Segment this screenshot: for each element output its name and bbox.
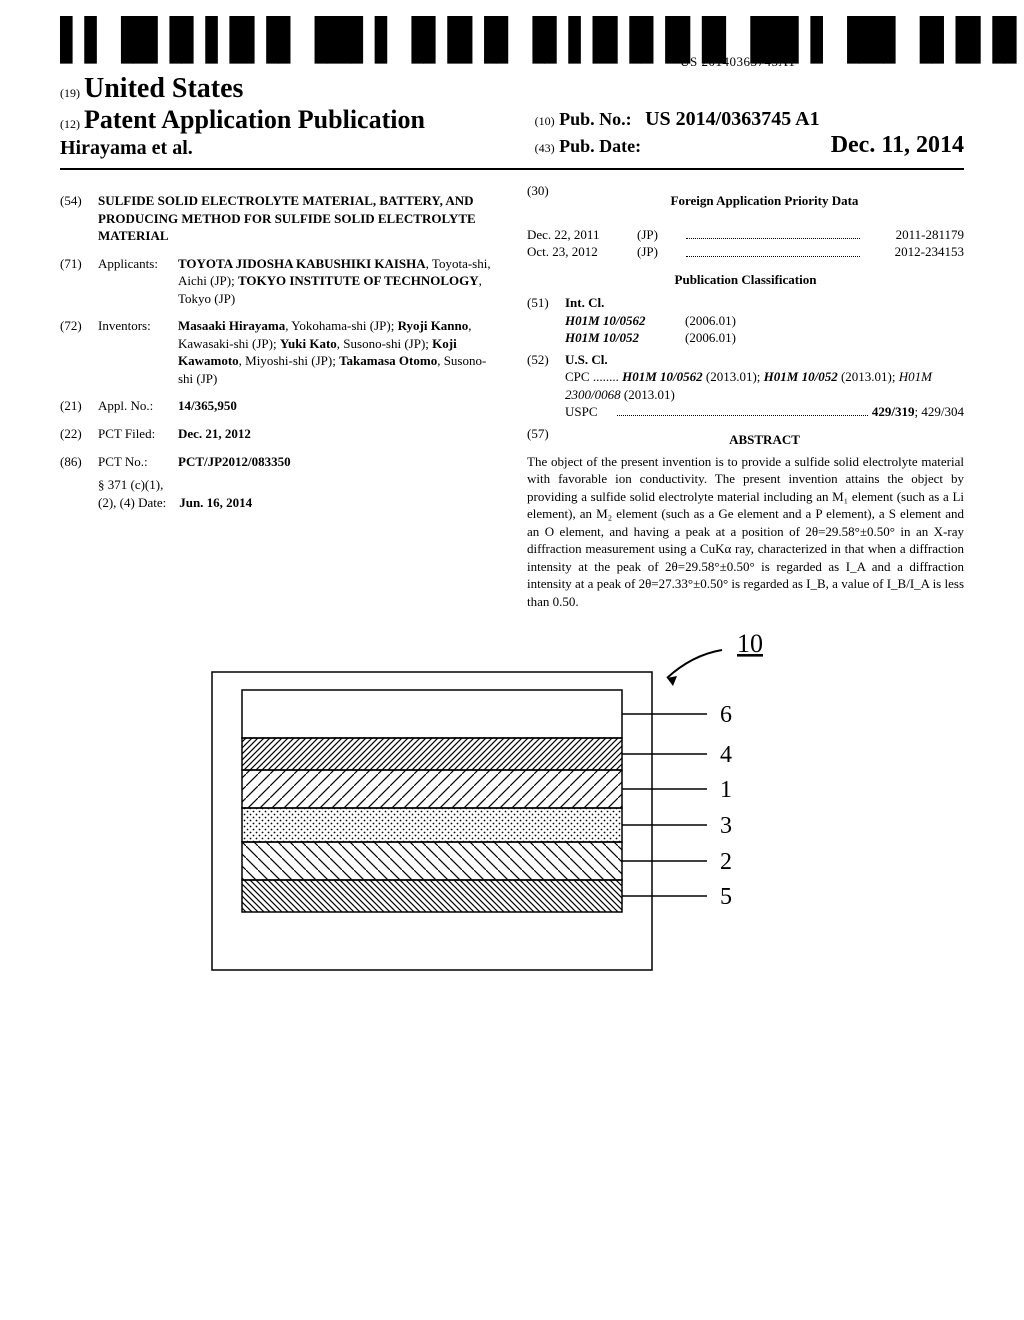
inventors: Masaaki Hirayama, Yokohama-shi (JP); Ryo… — [178, 317, 497, 387]
header: (19) United States (12) Patent Applicati… — [60, 73, 964, 170]
pubno-label: Pub. No.: — [559, 109, 632, 129]
applicants-label: Applicants: — [98, 255, 178, 308]
publication-type: Patent Application Publication — [84, 105, 425, 134]
svg-text:6: 6 — [720, 702, 732, 728]
right-column: (30) Foreign Application Priority Data D… — [527, 182, 964, 610]
foreign-num: (30) — [527, 182, 565, 216]
pctfiled-num: (22) — [60, 425, 98, 443]
pubdate: Dec. 11, 2014 — [831, 132, 964, 159]
barcode-area: ▌▌▐█▐▌▌█▐▌▐█▌▌▐▌█▐▌▐▌▌█▐▌█▐▌▐█▌▌▐█▌▐▌█▐▌… — [60, 20, 964, 71]
uspc: 429/319 — [872, 404, 915, 419]
pctfiled: Dec. 21, 2012 — [178, 425, 497, 443]
svg-text:4: 4 — [720, 742, 732, 768]
pubno-prefix: (10) — [535, 114, 555, 128]
svg-text:5: 5 — [720, 884, 732, 910]
barcode-bars: ▌▌▐█▐▌▌█▐▌▐█▌▌▐▌█▐▌▐▌▌█▐▌█▐▌▐█▌▌▐█▌▐▌█▐▌… — [60, 20, 1024, 60]
pctno-num: (86) — [60, 453, 98, 471]
pctno: PCT/JP2012/083350 — [178, 453, 497, 471]
pubtype-prefix: (12) — [60, 117, 80, 131]
intcl-row: H01M 10/0562(2006.01) — [565, 312, 964, 330]
pubdate-prefix: (43) — [535, 141, 555, 155]
authors-line: Hirayama et al. — [60, 137, 535, 160]
body: (54) SULFIDE SOLID ELECTROLYTE MATERIAL,… — [60, 182, 964, 610]
applicants: TOYOTA JIDOSHA KABUSHIKI KAISHA, Toyota-… — [178, 255, 497, 308]
left-column: (54) SULFIDE SOLID ELECTROLYTE MATERIAL,… — [60, 182, 497, 610]
intcl-row: H01M 10/052(2006.01) — [565, 329, 964, 347]
invention-title: SULFIDE SOLID ELECTROLYTE MATERIAL, BATT… — [98, 192, 497, 245]
foreign-head: Foreign Application Priority Data — [565, 192, 964, 210]
svg-text:1: 1 — [720, 777, 732, 803]
abstract-num: (57) — [527, 425, 565, 453]
intcl-label: Int. Cl. — [565, 294, 964, 312]
svg-text:3: 3 — [720, 813, 732, 839]
uscl-label: U.S. Cl. — [565, 351, 964, 369]
svg-text:10: 10 — [737, 630, 763, 658]
pctfiled-label: PCT Filed: — [98, 425, 178, 443]
foreign-priority-row: Dec. 22, 2011(JP)2011-281179 — [527, 226, 964, 244]
applno: 14/365,950 — [178, 397, 497, 415]
uspc-extra: ; 429/304 — [915, 404, 964, 419]
pubdate-label: Pub. Date: — [559, 136, 641, 156]
applno-num: (21) — [60, 397, 98, 415]
cpc-label: CPC — [565, 369, 590, 384]
inventors-num: (72) — [60, 317, 98, 387]
inventors-label: Inventors: — [98, 317, 178, 387]
title-num: (54) — [60, 192, 98, 245]
battery-layer-diagram: 10 6 4 1 3 2 5 — [162, 630, 862, 990]
pubclass-head: Publication Classification — [527, 271, 964, 289]
pubno: US 2014/0363745 A1 — [645, 108, 819, 130]
pctno-label: PCT No.: — [98, 453, 178, 471]
uscl-num: (52) — [527, 351, 565, 421]
abstract-text: The object of the present invention is t… — [527, 453, 964, 611]
foreign-priority-table: Dec. 22, 2011(JP)2011-281179Oct. 23, 201… — [527, 226, 964, 261]
intcl-num: (51) — [527, 294, 565, 347]
s371-label2: (2), (4) Date: — [98, 495, 166, 510]
cpc-values: H01M 10/0562 (2013.01); H01M 10/052 (201… — [565, 369, 932, 402]
foreign-priority-row: Oct. 23, 2012(JP)2012-234153 — [527, 243, 964, 261]
applicants-num: (71) — [60, 255, 98, 308]
country: United States — [84, 73, 243, 104]
applno-label: Appl. No.: — [98, 397, 178, 415]
country-prefix: (19) — [60, 86, 80, 100]
uspc-label: USPC — [565, 403, 613, 421]
s371-label: § 371 (c)(1), — [98, 476, 497, 494]
svg-text:2: 2 — [720, 849, 732, 875]
figure: 10 6 4 1 3 2 5 — [60, 630, 964, 990]
s371-date: Jun. 16, 2014 — [179, 495, 252, 510]
abstract-head: ABSTRACT — [565, 431, 964, 449]
